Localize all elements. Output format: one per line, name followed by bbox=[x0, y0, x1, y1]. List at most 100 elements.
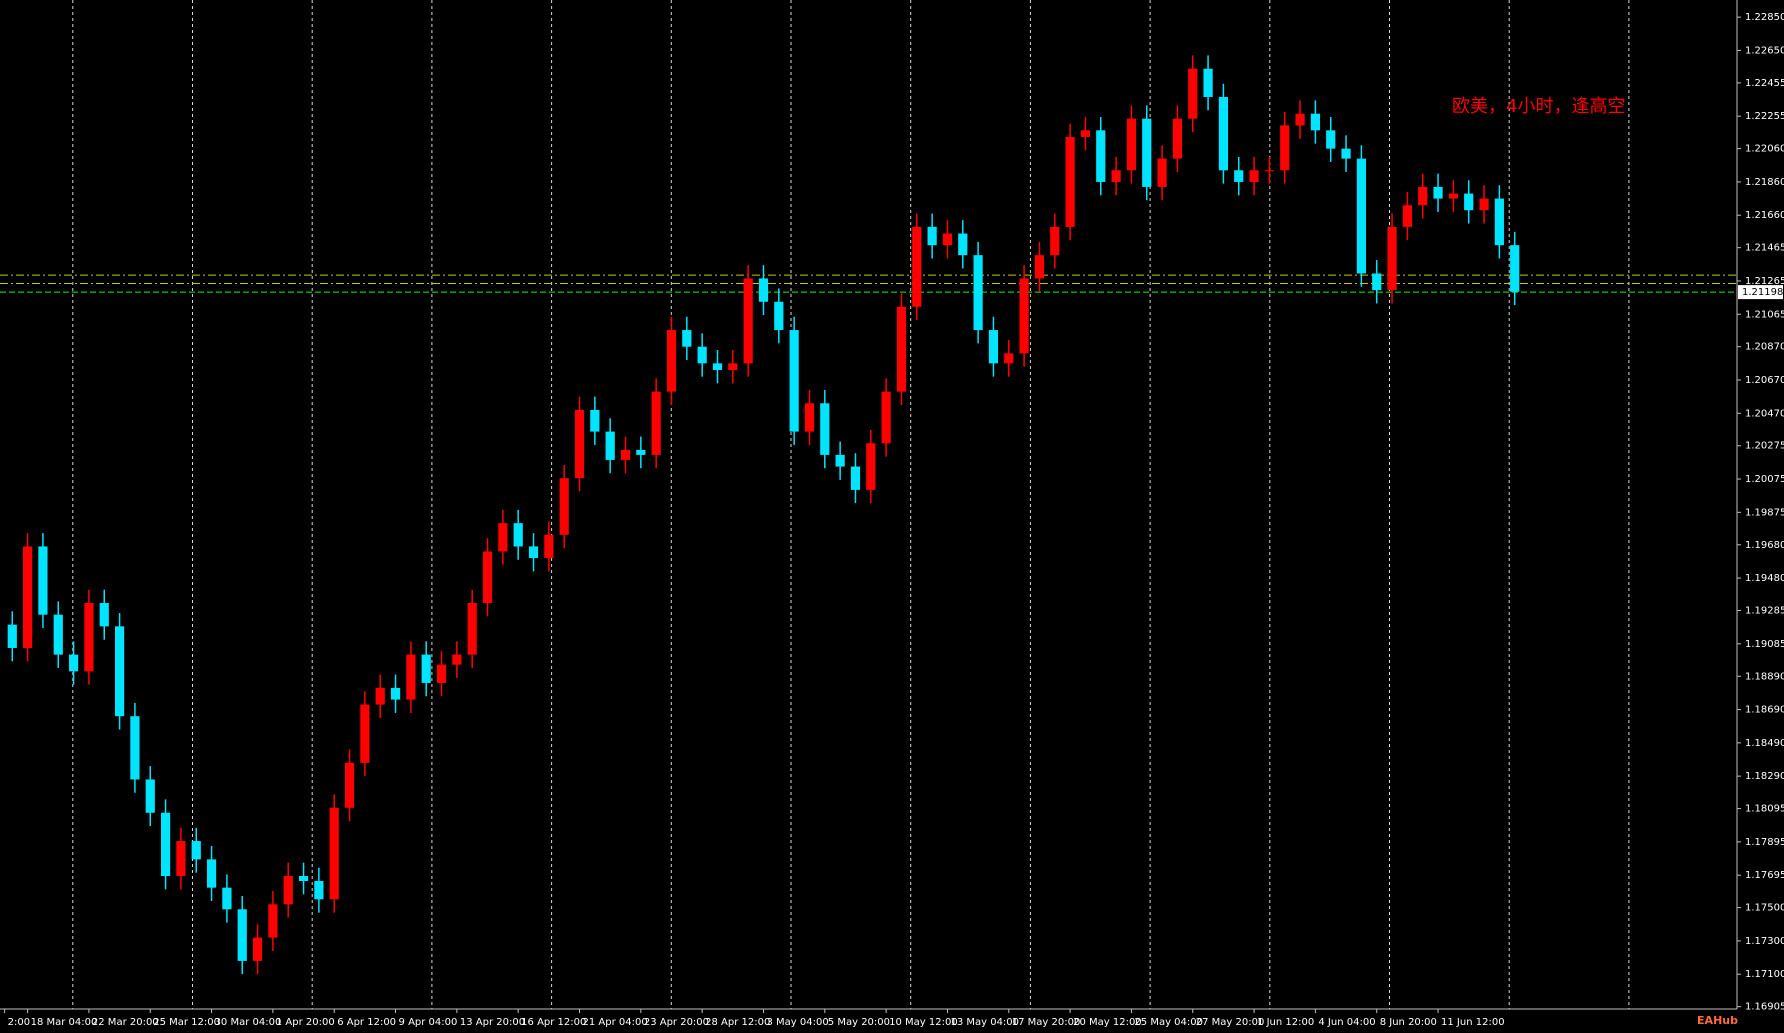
candle-body bbox=[53, 614, 63, 655]
candle-body bbox=[1142, 118, 1152, 187]
x-tick-label: 8 Jun 20:00 bbox=[1380, 1017, 1437, 1028]
y-tick-label: 1.20870 bbox=[1745, 342, 1784, 353]
candle-body bbox=[1295, 113, 1305, 126]
x-tick-label: 10 May 12:00 bbox=[889, 1017, 958, 1028]
candle-body bbox=[697, 346, 707, 364]
candle-body bbox=[1372, 273, 1382, 291]
candle-body bbox=[835, 454, 845, 467]
candle-body bbox=[682, 330, 692, 347]
y-tick-label: 1.20275 bbox=[1745, 441, 1784, 452]
y-tick-label: 1.18690 bbox=[1745, 705, 1784, 716]
candle-body bbox=[1034, 255, 1045, 279]
x-tick-label: 11 Jun 12:00 bbox=[1441, 1017, 1505, 1028]
candle-body bbox=[1096, 130, 1106, 182]
candle-body bbox=[68, 654, 79, 672]
y-tick-label: 1.22060 bbox=[1745, 144, 1784, 155]
candle-body bbox=[820, 403, 830, 455]
candle-body bbox=[252, 937, 263, 961]
candle-body bbox=[1157, 158, 1167, 187]
y-tick-label: 1.22650 bbox=[1745, 45, 1784, 56]
candle-body bbox=[927, 226, 937, 246]
candle-body bbox=[743, 278, 753, 364]
candle-body bbox=[1050, 226, 1060, 256]
candle-body bbox=[1402, 205, 1412, 227]
candle-body bbox=[881, 391, 891, 444]
x-tick-label: 16 Apr 12:00 bbox=[521, 1017, 586, 1028]
candle-body bbox=[850, 466, 861, 490]
candle-body bbox=[574, 409, 585, 479]
y-tick-label: 1.19285 bbox=[1745, 606, 1784, 617]
candle-body bbox=[1356, 158, 1366, 274]
candle-body bbox=[1326, 130, 1336, 149]
candle-body bbox=[467, 603, 477, 655]
x-tick-label: 1 Jun 12:00 bbox=[1257, 1017, 1314, 1028]
y-tick-label: 1.19875 bbox=[1745, 507, 1784, 518]
candle-body bbox=[912, 226, 922, 307]
y-tick-label: 1.21065 bbox=[1745, 309, 1784, 320]
candle-body bbox=[390, 687, 401, 700]
candle-body bbox=[958, 233, 968, 256]
candle-body bbox=[176, 841, 186, 877]
x-tick-label: 30 Mar 04:00 bbox=[215, 1017, 282, 1028]
y-tick-label: 1.21265 bbox=[1745, 276, 1784, 287]
candle-body bbox=[206, 859, 217, 888]
candle-body bbox=[298, 876, 309, 882]
candle-body bbox=[666, 330, 677, 392]
candle-body bbox=[114, 626, 125, 717]
candle-body bbox=[1019, 278, 1029, 354]
candle-body bbox=[774, 301, 784, 331]
candle-body bbox=[1418, 186, 1428, 206]
candle-body bbox=[1004, 353, 1014, 364]
candle-body bbox=[130, 716, 140, 780]
x-tick-label: 5 May 20:00 bbox=[828, 1017, 890, 1028]
x-tick-label: 2:00 bbox=[8, 1017, 30, 1028]
candle-body bbox=[7, 624, 17, 648]
candle-body bbox=[38, 546, 48, 615]
candle-body bbox=[651, 391, 661, 455]
y-tick-label: 1.18290 bbox=[1745, 771, 1784, 782]
x-tick-label: 25 Mar 12:00 bbox=[153, 1017, 220, 1028]
candle-body bbox=[84, 603, 94, 672]
candle-body bbox=[758, 278, 769, 302]
candle-body bbox=[1464, 193, 1474, 211]
candle-body bbox=[1065, 136, 1075, 227]
candle-body bbox=[1203, 68, 1213, 98]
candle-body bbox=[636, 449, 646, 455]
x-tick-label: 6 Apr 12:00 bbox=[337, 1017, 396, 1028]
x-tick-label: 13 Apr 20:00 bbox=[460, 1017, 525, 1028]
candle-body bbox=[222, 887, 232, 910]
y-tick-label: 1.17895 bbox=[1745, 837, 1784, 848]
y-tick-label: 1.22455 bbox=[1745, 78, 1784, 89]
candle-body bbox=[866, 443, 876, 490]
y-tick-label: 1.19680 bbox=[1745, 540, 1784, 551]
candle-body bbox=[191, 841, 201, 860]
x-tick-label: 27 May 20:00 bbox=[1196, 1017, 1265, 1028]
y-tick-label: 1.17100 bbox=[1745, 969, 1784, 980]
x-tick-label: 23 Apr 20:00 bbox=[644, 1017, 709, 1028]
y-tick-label: 1.17500 bbox=[1745, 903, 1784, 914]
candle-body bbox=[314, 881, 324, 900]
x-tick-label: 1 Apr 20:00 bbox=[276, 1017, 335, 1028]
candle-body bbox=[605, 431, 615, 460]
x-tick-label: 25 May 04:00 bbox=[1134, 1017, 1203, 1028]
candle-body bbox=[283, 876, 293, 905]
candle-body bbox=[237, 909, 247, 961]
candle-body bbox=[22, 546, 33, 648]
current-price-label: 1.21198 bbox=[1742, 287, 1783, 298]
y-tick-label: 1.22255 bbox=[1745, 111, 1784, 122]
candle-body bbox=[452, 654, 462, 665]
x-tick-label: 22 Mar 20:00 bbox=[92, 1017, 159, 1028]
candle-body bbox=[268, 904, 278, 938]
candle-body bbox=[436, 664, 447, 683]
candle-body bbox=[145, 779, 155, 813]
candle-body bbox=[1479, 198, 1489, 211]
candle-body bbox=[988, 330, 999, 364]
watermark: EAHub bbox=[1697, 1014, 1738, 1027]
annotation: 欧美，4小时，逢高空 bbox=[1452, 96, 1625, 117]
y-tick-label: 1.17695 bbox=[1745, 870, 1784, 881]
y-tick-label: 1.22850 bbox=[1745, 12, 1784, 23]
y-tick-label: 1.16905 bbox=[1745, 1002, 1784, 1013]
candle-body bbox=[728, 363, 738, 371]
